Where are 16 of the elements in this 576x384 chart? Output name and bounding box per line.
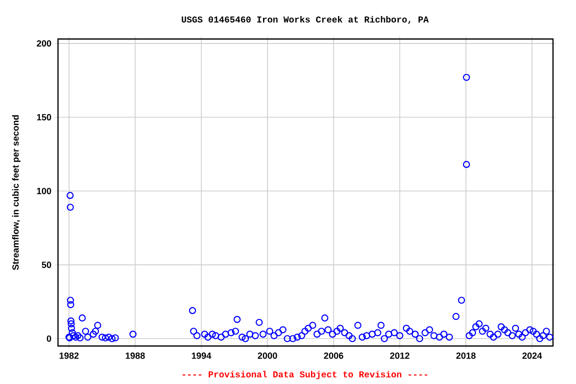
x-tick-label: 2012 [390, 352, 410, 359]
x-tick-label: 2018 [456, 352, 476, 359]
chart-title: USGS 01465460 Iron Works Creek at Richboro, PA [182, 16, 429, 24]
x-tick-label: 2024 [522, 352, 542, 359]
x-tick-label: 1982 [60, 352, 79, 359]
x-tick-label: 1988 [126, 352, 145, 359]
y-tick-label: 100 [37, 188, 52, 194]
y-tick-label: 0 [46, 335, 52, 342]
y-tick-label: 50 [42, 262, 52, 268]
text: ---- Provisional Data Subject to Revision ---- [182, 370, 428, 380]
y-axis-title: Streamflow, in cubic feet per second [12, 115, 20, 270]
y-tick-label: 150 [37, 114, 52, 120]
x-tick-label: 2006 [324, 352, 344, 359]
y-tick-label: 200 [36, 40, 52, 47]
x-tick-label: 2000 [258, 352, 278, 359]
x-tick-label: 1994 [192, 352, 212, 359]
